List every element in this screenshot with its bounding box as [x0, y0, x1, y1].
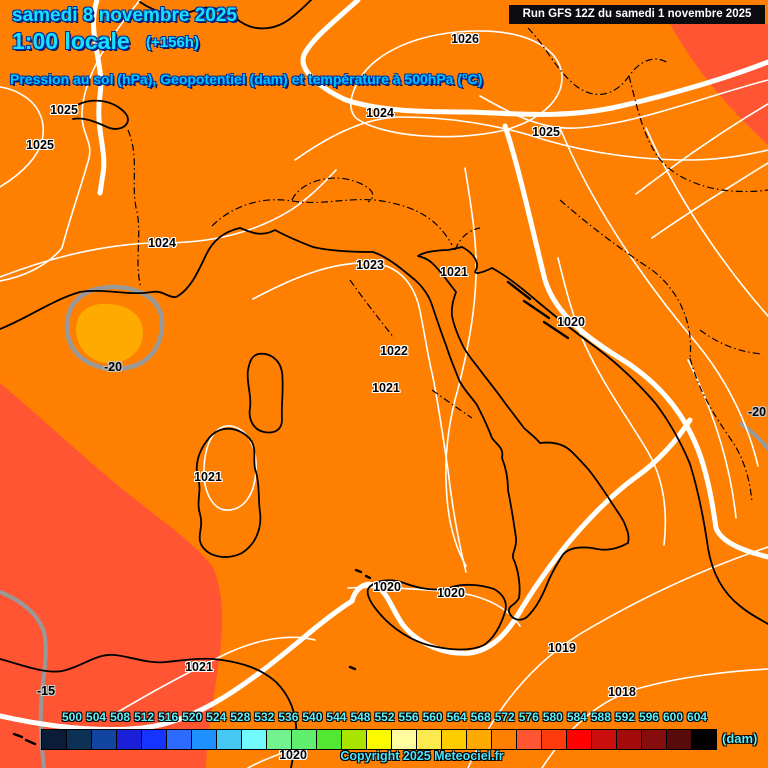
colorbar-tick: 560 — [422, 710, 443, 724]
colorbar-cell-536 — [267, 730, 292, 749]
colorbar-tick: 596 — [638, 710, 659, 724]
borders — [127, 27, 768, 503]
colorbar-cell-604 — [692, 730, 716, 749]
isobar-label: 1024 — [366, 106, 394, 120]
colorbar-cell-532 — [242, 730, 267, 749]
colorbar-cell-512 — [117, 730, 142, 749]
isotherm-label: -20 — [747, 405, 767, 419]
colorbar-cell-552 — [367, 730, 392, 749]
isobar-label: 1022 — [380, 344, 408, 358]
colorbar-tick: 528 — [230, 710, 251, 724]
colorbar-cell-564 — [442, 730, 467, 749]
colorbar-cell-596 — [642, 730, 667, 749]
colorbar-cell-568 — [467, 730, 492, 749]
isobar-label: 1024 — [148, 236, 176, 250]
colorbar-cell-572 — [492, 730, 517, 749]
colorbar-tick: 556 — [398, 710, 419, 724]
colorbar-tick: 564 — [446, 710, 467, 724]
colorbar-tick: 516 — [158, 710, 179, 724]
isobar-label: 1021 — [185, 660, 213, 674]
colorbar-cell-504 — [67, 730, 92, 749]
colorbar-tick: 584 — [566, 710, 587, 724]
isobar-label: 1020 — [557, 315, 585, 329]
colorbar-tick: 604 — [687, 710, 708, 724]
colorbar-tick: 512 — [134, 710, 155, 724]
colorbar-tick: 532 — [254, 710, 275, 724]
colorbar-tick: 508 — [110, 710, 131, 724]
map-subtitle: Pression au sol (hPa), Geopotentiel (dam… — [10, 71, 483, 87]
forecast-offset-label: (+156h) — [146, 34, 199, 51]
time-label: 1:00 locale — [12, 28, 130, 54]
isobar-label: 1021 — [440, 265, 468, 279]
colorbar-tick: 568 — [470, 710, 491, 724]
region-cool-band-northeast — [670, 24, 768, 145]
colorbar-tick: 592 — [614, 710, 635, 724]
colorbar-cell-544 — [317, 730, 342, 749]
colorbar-cell-600 — [667, 730, 692, 749]
colorbar-cell-508 — [92, 730, 117, 749]
geopotential-lines — [0, 0, 768, 732]
isobar-label: 1021 — [194, 470, 222, 484]
isobar-label: 1023 — [356, 258, 384, 272]
isobar-label: 1025 — [50, 103, 78, 117]
colorbar-tick: 576 — [518, 710, 539, 724]
copyright-label: Copyright 2025 Meteociel.fr — [340, 749, 504, 763]
colorbar-tick: 536 — [278, 710, 299, 724]
isotherm-label: -15 — [36, 684, 56, 698]
isobar-label: 1025 — [532, 125, 560, 139]
colorbar-cell-520 — [167, 730, 192, 749]
colorbar-tick: 520 — [182, 710, 203, 724]
isobar-label: 1020 — [279, 748, 307, 762]
isobar-label: 1025 — [26, 138, 54, 152]
colorbar-tick: 500 — [61, 710, 83, 724]
colorbar-tick: 572 — [494, 710, 515, 724]
colorbar-tick: 548 — [350, 710, 371, 724]
colorbar-cell-516 — [142, 730, 167, 749]
colorbar-tick: 544 — [326, 710, 347, 724]
fill-regions — [0, 24, 768, 768]
colorbar-tick: 540 — [302, 710, 323, 724]
colorbar-tick: 524 — [206, 710, 227, 724]
colorbar-tick: 588 — [590, 710, 611, 724]
colorbar-cell-540 — [292, 730, 317, 749]
date-label: samedi 8 novembre 2025 — [12, 5, 237, 26]
colorbar-cell-560 — [417, 730, 442, 749]
isobar-label: 1019 — [548, 641, 576, 655]
colorbar-labels: 500 504 508 512 516 520 524 528 532 536 540 544 548 5… — [0, 710, 768, 726]
scale-unit-label: (dam) — [722, 731, 758, 746]
colorbar-tick: 600 — [662, 710, 684, 724]
isotherm-minus20-east — [739, 422, 768, 451]
region-warm-blob — [75, 303, 143, 363]
isobar-label: 1020 — [373, 580, 401, 594]
isobar-label: 1020 — [437, 586, 465, 600]
isobar-label: 1018 — [608, 685, 636, 699]
colorbar-tick: 552 — [374, 710, 395, 724]
colorbar-tick: 580 — [542, 710, 563, 724]
colorbar-cell-576 — [517, 730, 542, 749]
colorbar-cell-588 — [592, 730, 617, 749]
colorbar-cell-500 — [42, 730, 67, 749]
colorbar-cells — [41, 729, 717, 750]
colorbar-cell-524 — [192, 730, 217, 749]
isobar-label: 1026 — [451, 32, 479, 46]
colorbar-cell-584 — [567, 730, 592, 749]
colorbar-cell-556 — [392, 730, 417, 749]
isobar-label: 1021 — [372, 381, 400, 395]
colorbar-cell-580 — [542, 730, 567, 749]
model-run-info: Run GFS 12Z du samedi 1 novembre 2025 — [509, 5, 765, 24]
colorbar-cell-528 — [217, 730, 242, 749]
colorbar-tick: 504 — [86, 710, 107, 724]
isotherm-label: -20 — [103, 360, 123, 374]
colorbar-cell-548 — [342, 730, 367, 749]
colorbar-cell-592 — [617, 730, 642, 749]
